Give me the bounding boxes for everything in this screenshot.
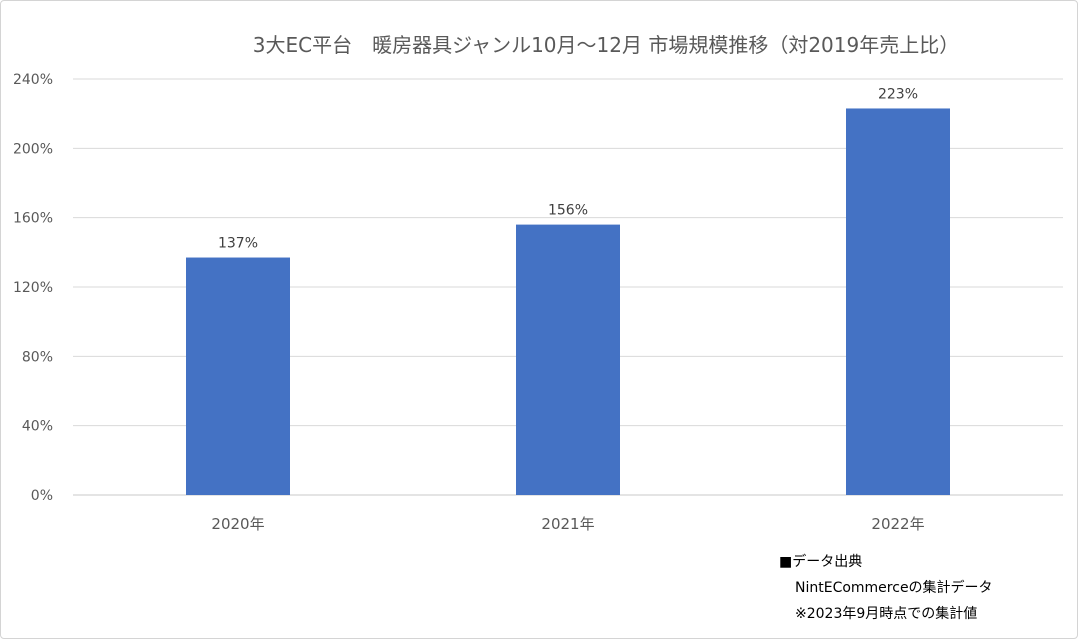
x-category-label: 2020年 xyxy=(211,515,264,533)
y-tick-label: 40% xyxy=(22,419,53,435)
y-tick-label: 200% xyxy=(13,141,53,157)
y-tick-label: 240% xyxy=(13,72,53,88)
x-category-label: 2022年 xyxy=(871,515,924,533)
bar xyxy=(516,224,620,495)
source-date-note: ※2023年9月時点での集計値 xyxy=(795,606,978,622)
chart-title: 3大EC平台 暖房器具ジャンル10月〜12月 市場規模推移（対2019年売上比） xyxy=(252,33,960,57)
bar-value-label: 137% xyxy=(218,236,258,252)
y-tick-label: 160% xyxy=(13,211,53,227)
y-tick-label: 120% xyxy=(13,280,53,296)
bar xyxy=(186,257,290,495)
bar-value-label: 223% xyxy=(878,86,918,102)
bar-value-label: 156% xyxy=(548,203,588,219)
y-tick-label: 80% xyxy=(22,349,53,365)
data-source-note: ■データ出典 NintECommerceの集計データ ※2023年9月時点での集… xyxy=(779,549,993,627)
y-tick-label: 0% xyxy=(31,488,53,504)
source-heading: ■データ出典 xyxy=(779,554,863,570)
bar xyxy=(846,108,950,495)
x-category-label: 2021年 xyxy=(541,515,594,533)
source-provider: NintECommerceの集計データ xyxy=(795,580,993,596)
